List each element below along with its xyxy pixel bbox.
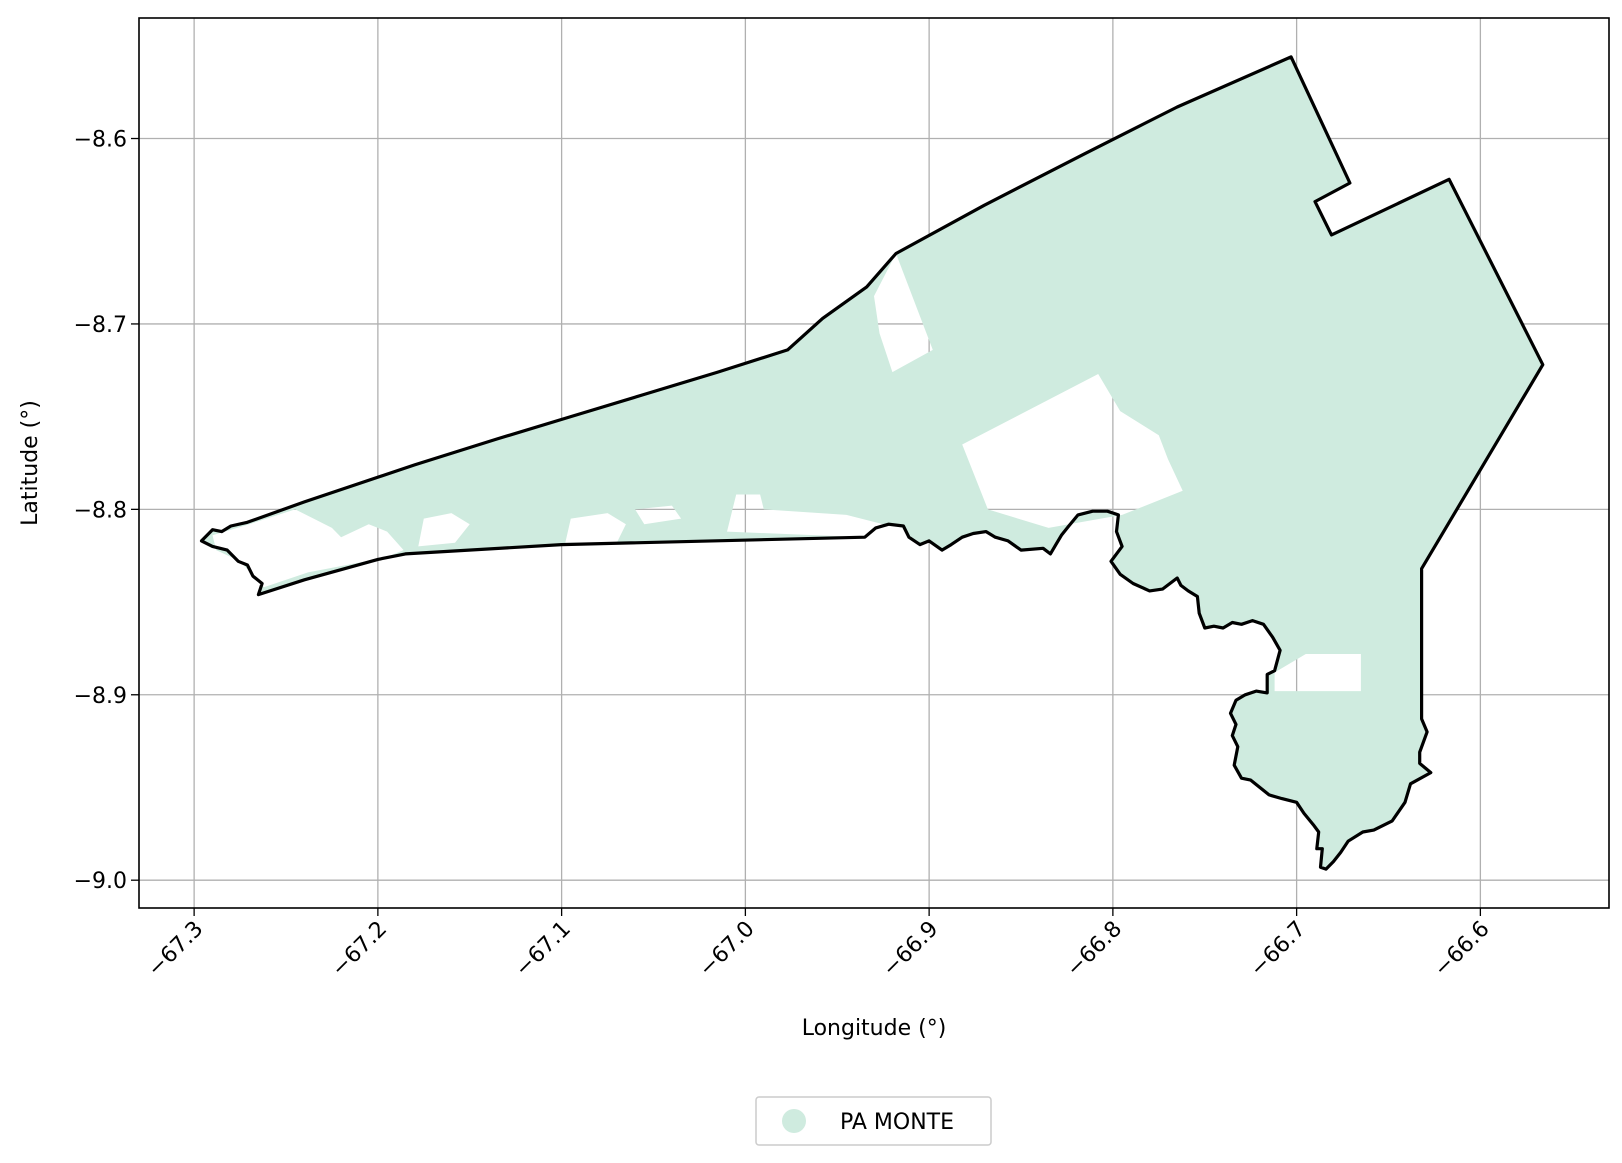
y-axis-title: Latitude (°) [18, 400, 43, 526]
x-axis-title: Longitude (°) [802, 1016, 947, 1041]
y-axis-ticks: −8.6 −8.7 −8.8 −8.9 −9.0 [74, 128, 139, 894]
y-tick-label: −8.6 [74, 128, 127, 153]
legend-box [755, 1096, 992, 1146]
region-layer [199, 55, 1545, 871]
legend-label-pa-monte: PA MONTE [840, 1110, 954, 1135]
pa-monte-boundary-line [199, 55, 1545, 871]
legend-marker-pa-monte [782, 1109, 806, 1133]
y-tick-label: −8.8 [74, 498, 127, 523]
legend: PA MONTE [755, 1096, 992, 1146]
pa-monte-region-fill [201, 56, 1543, 870]
y-tick-label: −8.9 [74, 684, 127, 709]
y-tick-label: −8.7 [74, 313, 127, 338]
y-tick-label: −9.0 [74, 869, 127, 894]
plot-frame [138, 17, 1610, 909]
